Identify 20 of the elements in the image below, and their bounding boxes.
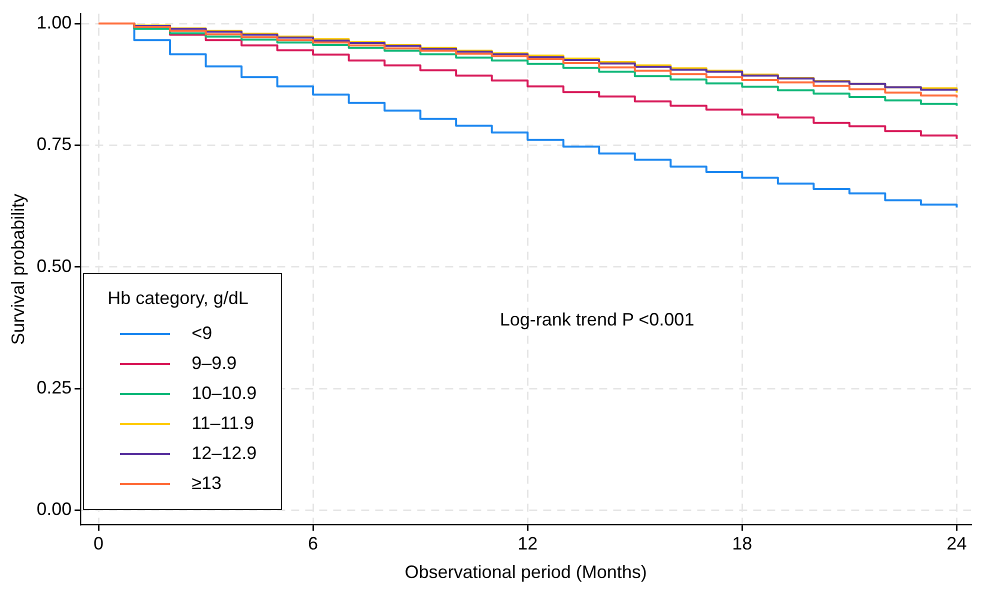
y-tick-label: 0.50 [36, 256, 72, 276]
legend-label: 9–9.9 [192, 353, 237, 374]
x-tick-label: 12 [518, 534, 538, 554]
legend-label: ≥13 [192, 473, 222, 494]
legend-label: <9 [192, 323, 212, 344]
x-tick-label: 0 [94, 534, 104, 554]
legend-label: 10–10.9 [192, 383, 257, 404]
y-tick-label: 1.00 [36, 12, 72, 32]
legend-label: 11–11.9 [192, 413, 254, 434]
x-axis-title: Observational period (Months) [404, 562, 647, 582]
y-tick-label: 0.00 [36, 499, 72, 520]
x-tick-label: 18 [732, 534, 752, 554]
legend-label: 12–12.9 [192, 443, 257, 464]
x-tick-label: 6 [308, 534, 318, 554]
annotation: Log-rank trend P <0.001 [500, 309, 694, 330]
y-tick-label: 0.25 [36, 378, 72, 398]
y-axis-title: Survival probability [8, 194, 28, 345]
y-tick-label: 0.75 [36, 134, 72, 154]
legend-title: Hb category, g/dL [108, 288, 250, 309]
x-tick-label: 24 [946, 534, 967, 554]
